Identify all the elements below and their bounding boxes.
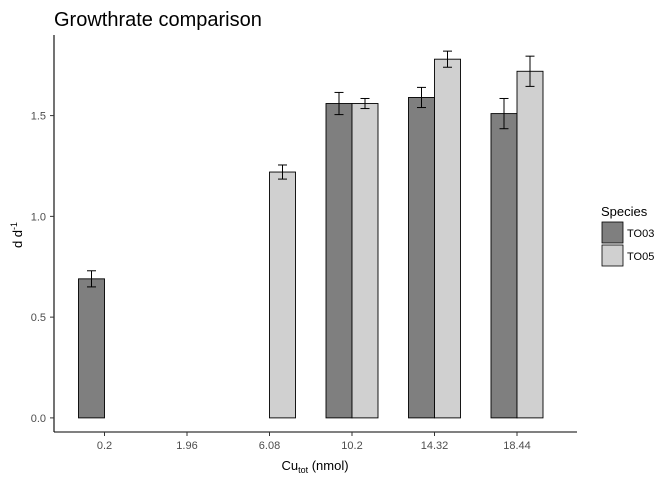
x-tick-label: 10.2 [341,440,362,452]
errorbar-layer [87,50,535,288]
legend-swatch-to05 [601,244,624,267]
bar-to05 [516,70,544,419]
x-tick-label: 0.2 [97,440,112,452]
bar-to03 [78,278,105,419]
bar-to03 [325,103,353,419]
y-axis-title-superscript: -1 [9,222,19,230]
bar-to05 [269,171,296,419]
x-axis-title: Cutot (nmol) [281,458,348,475]
legend-swatch-to03 [601,221,624,244]
legend-label-to03: TO03 [627,228,654,240]
x-ticks: 0.2 1.96 6.08 10.2 14.32 18.44 [97,432,531,452]
x-axis-title-subscript: tot [298,465,309,475]
bar-to03 [408,97,435,419]
x-tick-label: 18.44 [503,440,531,452]
legend-label-to05: TO05 [627,251,654,263]
x-axis-title-unit: (nmol) [308,458,348,473]
x-tick-label: 14.32 [421,440,449,452]
x-axis-title-main: Cu [281,458,298,473]
y-tick-label: 1.0 [31,211,46,223]
y-tick-label: 1.5 [31,111,46,123]
bar-to05 [434,58,461,419]
y-tick-label: 0.5 [31,312,46,324]
x-tick-label: 6.08 [259,440,280,452]
legend-title: Species [601,204,648,219]
y-ticks: 0.0 0.5 1.0 1.5 [31,111,54,425]
bars-layer [78,58,544,419]
chart-title: Growthrate comparison [54,9,262,31]
y-axis-title: d d-1 [9,222,25,248]
x-tick-label: 1.96 [176,440,197,452]
y-tick-label: 0.0 [31,413,46,425]
legend: Species TO03 TO05 [601,204,654,267]
y-axis-title-main: d d [10,230,25,248]
bar-to03 [490,113,518,419]
bar-to05 [351,103,379,419]
